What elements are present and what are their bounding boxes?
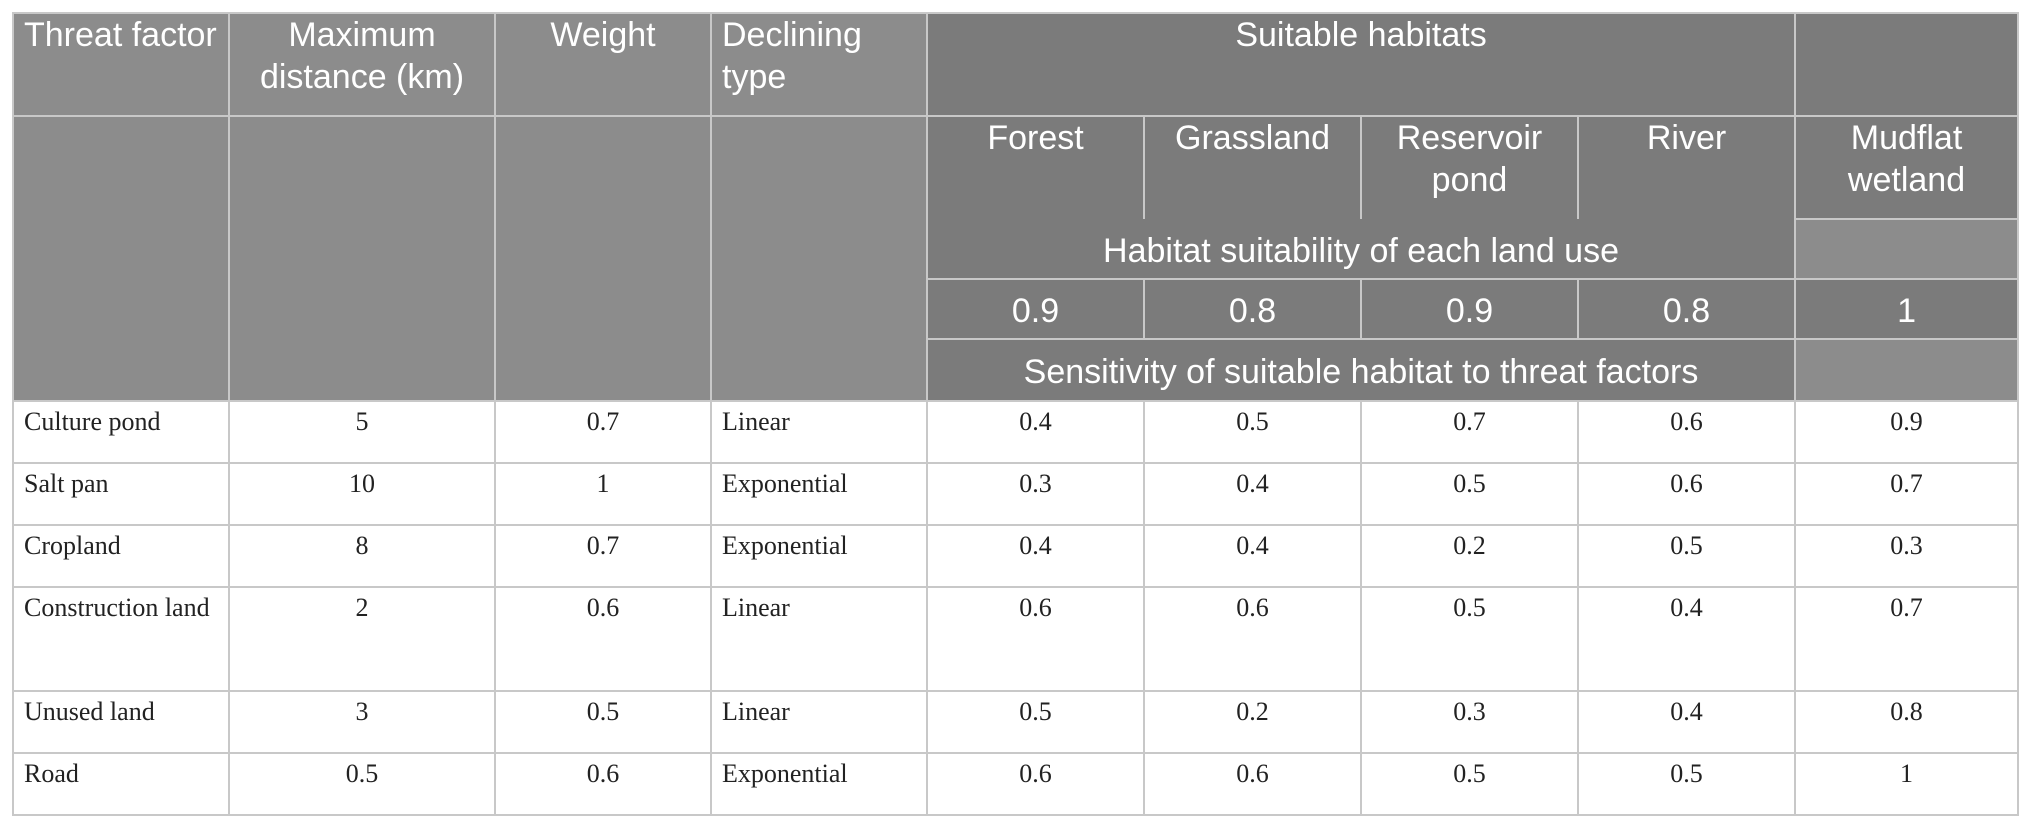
cell-max-distance: 5 <box>228 400 496 464</box>
cell-threat-factor: Unused land <box>12 690 230 754</box>
suitability-value-forest: 0.9 <box>926 278 1145 340</box>
cell-max-distance: 0.5 <box>228 752 496 816</box>
cell-grassland: 0.4 <box>1143 462 1362 526</box>
cell-max-distance: 8 <box>228 524 496 588</box>
header-habitat-grassland: Grassland <box>1143 115 1362 219</box>
table-row: Salt pan 10 1 Exponential 0.3 0.4 0.5 0.… <box>12 462 2020 526</box>
threat-factor-table: Threat factor Maximum distance (km) Weig… <box>12 12 2020 816</box>
cell-declining-type: Exponential <box>710 752 928 816</box>
cell-grassland: 0.4 <box>1143 524 1362 588</box>
header-blank-right <box>1794 12 2020 117</box>
cell-mudflat-wetland: 1 <box>1794 752 2020 816</box>
cell-threat-factor: Construction land <box>12 586 230 692</box>
cell-river: 0.5 <box>1576 752 1797 816</box>
header-spacer <box>1794 338 2020 402</box>
header-habitat-forest: Forest <box>926 115 1145 219</box>
cell-river: 0.6 <box>1576 400 1797 464</box>
cell-forest: 0.4 <box>926 400 1145 464</box>
suitability-value-river: 0.8 <box>1576 278 1797 340</box>
header-spacer <box>710 115 928 402</box>
header-threat-factor: Threat factor <box>12 12 230 117</box>
cell-grassland: 0.5 <box>1143 400 1362 464</box>
cell-grassland: 0.6 <box>1143 586 1362 692</box>
cell-declining-type: Exponential <box>710 524 928 588</box>
header-row-habitats: Forest Grassland Reservoir pond River Mu… <box>12 115 2020 402</box>
cell-mudflat-wetland: 0.9 <box>1794 400 2020 464</box>
cell-declining-type: Linear <box>710 586 928 692</box>
table-row: Construction land 2 0.6 Linear 0.6 0.6 0… <box>12 586 2020 692</box>
header-habitat-reservoir-pond: Reservoir pond <box>1360 115 1579 219</box>
cell-threat-factor: Culture pond <box>12 400 230 464</box>
suitability-value-reservoir-pond: 0.9 <box>1360 278 1579 340</box>
header-row-suitability-values: 0.9 0.8 0.9 0.8 1 <box>13 278 2020 340</box>
cell-forest: 0.5 <box>926 690 1145 754</box>
cell-mudflat-wetland: 0.8 <box>1794 690 2020 754</box>
header-spacer <box>494 115 712 402</box>
cell-weight: 0.7 <box>494 400 712 464</box>
cell-mudflat-wetland: 0.7 <box>1794 462 2020 526</box>
header-habitat-river: River <box>1576 115 1797 219</box>
cell-forest: 0.6 <box>926 586 1145 692</box>
table-row: Unused land 3 0.5 Linear 0.5 0.2 0.3 0.4… <box>12 690 2020 754</box>
cell-reservoir-pond: 0.5 <box>1360 752 1579 816</box>
header-sensitivity-label: Sensitivity of suitable habitat to threa… <box>925 338 1797 402</box>
cell-declining-type: Linear <box>710 400 928 464</box>
table-row: Cropland 8 0.7 Exponential 0.4 0.4 0.2 0… <box>12 524 2020 588</box>
cell-declining-type: Exponential <box>710 462 928 526</box>
suitability-value-mudflat-wetland: 1 <box>1794 278 2020 340</box>
cell-reservoir-pond: 0.3 <box>1360 690 1579 754</box>
header-weight: Weight <box>494 12 712 117</box>
header-row-1: Threat factor Maximum distance (km) Weig… <box>12 12 2020 117</box>
cell-reservoir-pond: 0.5 <box>1360 462 1579 526</box>
cell-reservoir-pond: 0.5 <box>1360 586 1579 692</box>
cell-max-distance: 10 <box>228 462 496 526</box>
header-declining-type: Declining type <box>710 12 928 117</box>
header-max-distance: Maximum distance (km) <box>228 12 496 117</box>
cell-weight: 0.6 <box>494 586 712 692</box>
header-habitat-mudflat-wetland: Mudflat wetland <box>1794 115 2020 220</box>
cell-river: 0.6 <box>1576 462 1797 526</box>
cell-reservoir-pond: 0.7 <box>1360 400 1579 464</box>
cell-weight: 0.6 <box>494 752 712 816</box>
table-container: Threat factor Maximum distance (km) Weig… <box>12 12 2020 816</box>
cell-threat-factor: Salt pan <box>12 462 230 526</box>
header-spacer <box>1794 218 2020 280</box>
suitability-value-grassland: 0.8 <box>1143 278 1362 340</box>
header-spacer <box>228 115 496 402</box>
cell-declining-type: Linear <box>710 690 928 754</box>
cell-river: 0.4 <box>1576 586 1797 692</box>
cell-reservoir-pond: 0.2 <box>1360 524 1579 588</box>
cell-mudflat-wetland: 0.7 <box>1794 586 2020 692</box>
header-row-suitability-label: Habitat suitability of each land use <box>13 218 2020 280</box>
cell-mudflat-wetland: 0.3 <box>1794 524 2020 588</box>
cell-max-distance: 2 <box>228 586 496 692</box>
header-habitat-suitability-label: Habitat suitability of each land use <box>925 219 1797 280</box>
header-row-sensitivity-label: Sensitivity of suitable habitat to threa… <box>13 338 2020 402</box>
cell-weight: 0.7 <box>494 524 712 588</box>
cell-river: 0.5 <box>1576 524 1797 588</box>
cell-forest: 0.4 <box>926 524 1145 588</box>
cell-forest: 0.6 <box>926 752 1145 816</box>
cell-river: 0.4 <box>1576 690 1797 754</box>
cell-grassland: 0.2 <box>1143 690 1362 754</box>
cell-max-distance: 3 <box>228 690 496 754</box>
cell-grassland: 0.6 <box>1143 752 1362 816</box>
header-suitable-habitats: Suitable habitats <box>925 12 1797 117</box>
header-spacer <box>12 115 230 402</box>
cell-weight: 1 <box>494 462 712 526</box>
table-row: Road 0.5 0.6 Exponential 0.6 0.6 0.5 0.5… <box>12 752 2020 816</box>
cell-weight: 0.5 <box>494 690 712 754</box>
table-row: Culture pond 5 0.7 Linear 0.4 0.5 0.7 0.… <box>12 400 2020 464</box>
cell-threat-factor: Cropland <box>12 524 230 588</box>
cell-forest: 0.3 <box>926 462 1145 526</box>
cell-threat-factor: Road <box>12 752 230 816</box>
